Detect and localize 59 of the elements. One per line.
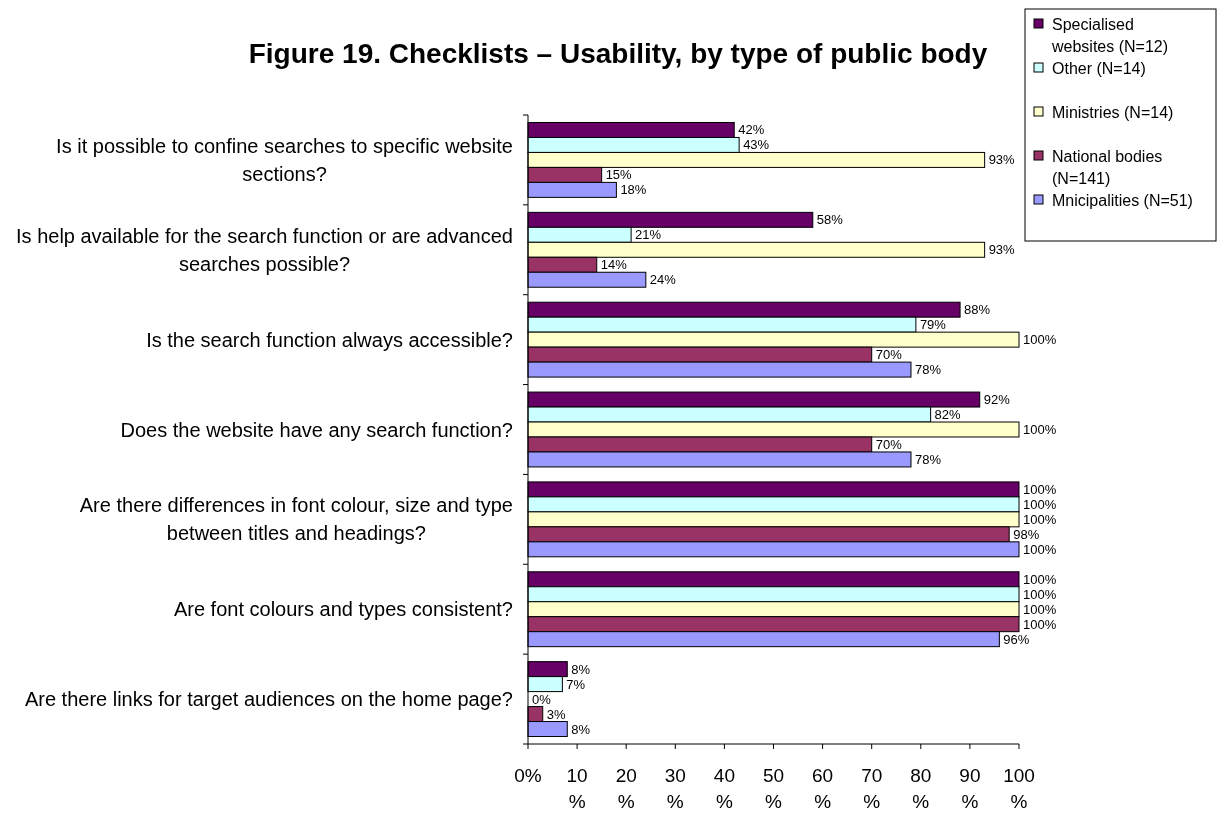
data-label: 24% bbox=[649, 272, 677, 288]
data-label: 100% bbox=[1023, 541, 1057, 557]
data-label: 88% bbox=[964, 302, 991, 318]
legend-label: National bodies (N=141) bbox=[1052, 147, 1163, 187]
data-label: 8% bbox=[571, 721, 591, 737]
data-label: 79% bbox=[919, 317, 947, 333]
y-tick-label: Does the website have any search function? bbox=[120, 418, 513, 441]
data-label: 42% bbox=[738, 122, 765, 138]
x-tick-label: 0% bbox=[514, 765, 542, 786]
data-label: 18% bbox=[620, 182, 647, 198]
x-tick-label: 60% bbox=[812, 765, 834, 812]
x-tick-label: 50% bbox=[762, 765, 785, 812]
legend-label: Other (N=14) bbox=[1052, 59, 1146, 77]
legend-label: Mnicipalities (N=51) bbox=[1052, 191, 1193, 209]
data-label: 82% bbox=[934, 407, 962, 423]
data-label: 100% bbox=[1023, 422, 1057, 437]
data-label: 100% bbox=[1023, 586, 1057, 602]
data-label: 98% bbox=[1013, 526, 1040, 542]
chart-title: Figure 19. Checklists – Usability, by type of public body bbox=[248, 38, 988, 69]
data-label: 93% bbox=[988, 242, 1016, 258]
data-label: 100% bbox=[1023, 601, 1057, 617]
data-label: 100% bbox=[1023, 332, 1057, 348]
x-tick-label: 20% bbox=[615, 765, 637, 812]
x-tick-label: 10% bbox=[566, 765, 588, 812]
data-label: 8% bbox=[571, 661, 591, 677]
x-tick-label: 100% bbox=[1003, 765, 1035, 812]
data-label: 70% bbox=[875, 347, 903, 363]
y-tick-label: Are there links for target audiences on the home page? bbox=[24, 688, 513, 711]
data-label: 100% bbox=[1023, 616, 1057, 632]
data-label: 100% bbox=[1023, 481, 1057, 497]
y-tick-label: Is the search function always accessible? bbox=[146, 328, 513, 351]
y-tick-label: Is help available for the search function or are advanced searches possible? bbox=[16, 224, 514, 275]
x-tick-label: 70% bbox=[861, 765, 883, 812]
data-label: 78% bbox=[914, 362, 942, 378]
data-label: 92% bbox=[983, 392, 1011, 408]
data-label: 100% bbox=[1023, 511, 1057, 527]
data-label: 7% bbox=[566, 676, 586, 692]
legend-label: Ministries (N=14) bbox=[1052, 103, 1174, 121]
data-label: 93% bbox=[988, 152, 1016, 168]
data-label: 78% bbox=[914, 451, 942, 467]
data-label: 100% bbox=[1023, 496, 1057, 512]
y-tick-label: Are font colours and types consistent? bbox=[173, 598, 514, 621]
data-label: 58% bbox=[816, 212, 844, 228]
data-label: 15% bbox=[605, 167, 633, 183]
x-tick-label: 90% bbox=[959, 765, 981, 812]
data-label: 14% bbox=[600, 257, 628, 273]
x-tick-label: 40% bbox=[713, 765, 735, 812]
data-label: 43% bbox=[743, 137, 770, 153]
data-label: 21% bbox=[635, 227, 662, 243]
data-label: 3% bbox=[546, 706, 566, 722]
x-tick-label: 30% bbox=[664, 765, 686, 812]
data-label: 100% bbox=[1023, 571, 1057, 587]
x-tick-label: 80% bbox=[910, 765, 932, 812]
legend-label: Specialised websites (N=12) bbox=[1051, 15, 1169, 55]
y-tick-label: Is it possible to confine searches to specific website sections? bbox=[56, 134, 514, 185]
y-tick-label: Are there differences in font colour, size and type between titles and headings? bbox=[79, 494, 514, 545]
data-label: 96% bbox=[1003, 631, 1030, 647]
data-label: 70% bbox=[875, 436, 903, 452]
data-label: 0% bbox=[532, 691, 552, 707]
